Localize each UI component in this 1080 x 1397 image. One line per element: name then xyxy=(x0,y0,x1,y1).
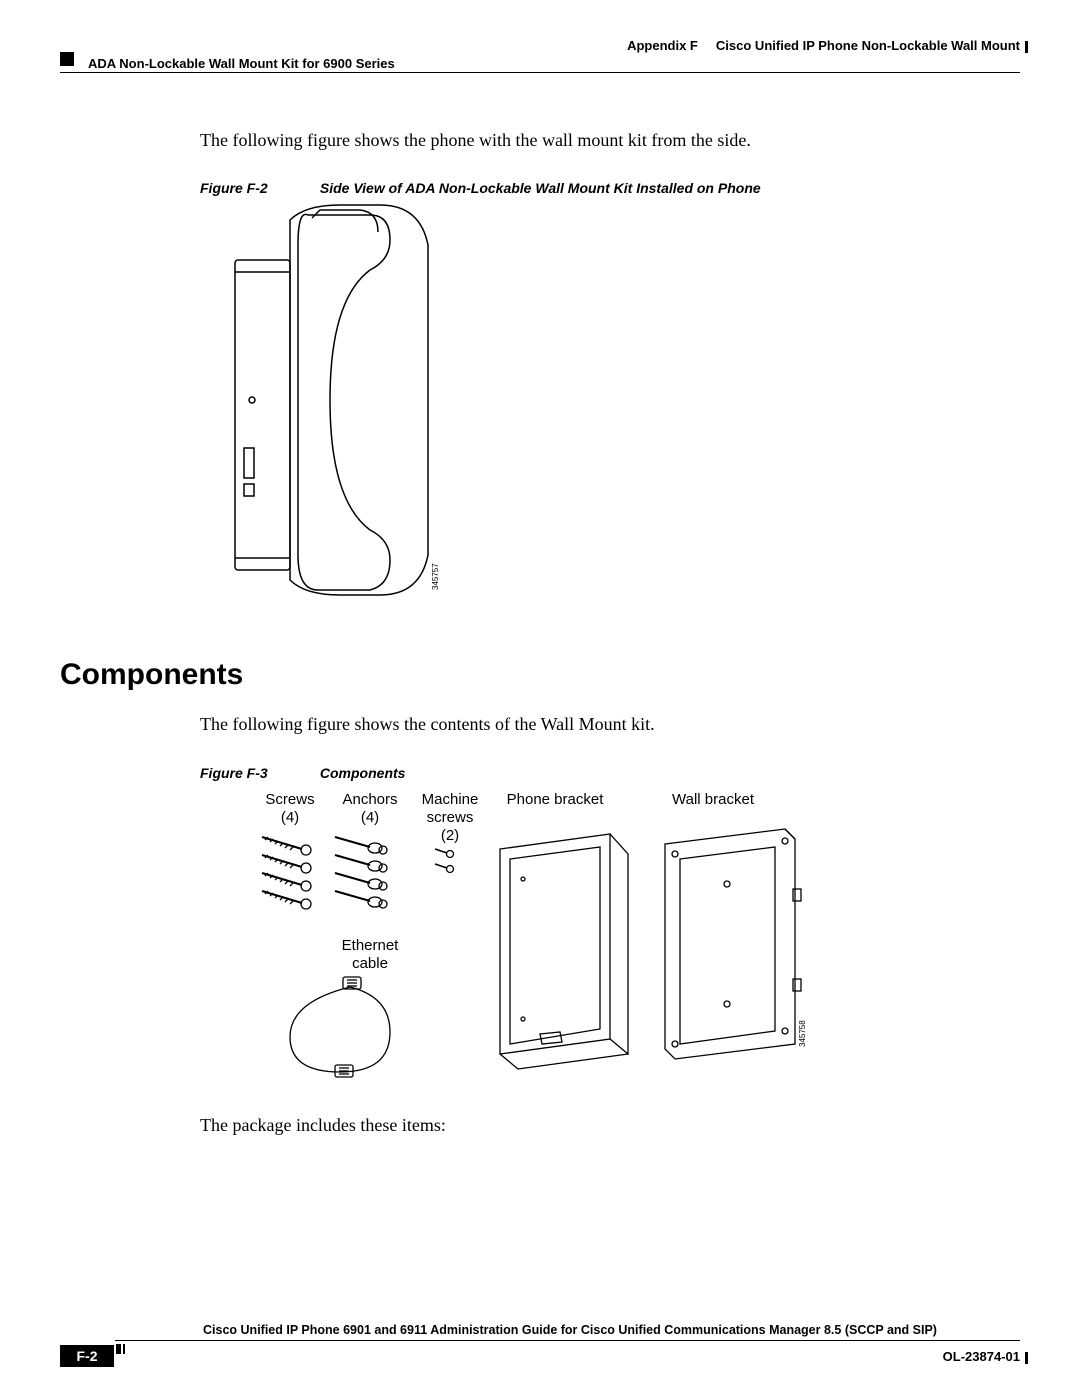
footer-manual-title: Cisco Unified IP Phone 6901 and 6911 Adm… xyxy=(120,1323,1020,1337)
header-end-marker-icon xyxy=(1025,41,1028,53)
footer-rule xyxy=(115,1340,1020,1341)
figure-3-drawing: Screws (4) Anchors (4) Machine screws (2… xyxy=(200,789,820,1089)
page-number: F-2 xyxy=(60,1345,114,1367)
components-heading: Components xyxy=(60,658,1020,692)
wall-bracket-icon xyxy=(665,829,801,1059)
machine-screws-icon xyxy=(435,849,454,873)
figure-3-title: Components xyxy=(320,765,406,781)
figure-2-title: Side View of ADA Non-Lockable Wall Mount… xyxy=(320,180,761,196)
phone-bracket-icon xyxy=(500,834,628,1069)
footer-tick-icon xyxy=(123,1344,125,1354)
figure-2-id: 345757 xyxy=(431,563,440,590)
appendix-title: Cisco Unified IP Phone Non-Lockable Wall… xyxy=(716,38,1020,53)
footer-tick-icon xyxy=(116,1344,121,1354)
figure-2-drawing: 345757 xyxy=(220,200,480,600)
figure-2-number: Figure F-2 xyxy=(200,180,316,196)
page-container: Appendix F Cisco Unified IP Phone Non-Lo… xyxy=(0,0,1080,1397)
figure-3-number: Figure F-3 xyxy=(200,765,316,781)
header-rule xyxy=(60,72,1020,73)
page-header: Appendix F Cisco Unified IP Phone Non-Lo… xyxy=(60,38,1020,74)
package-paragraph: The package includes these items: xyxy=(200,1113,980,1137)
footer-end-marker-icon xyxy=(1025,1352,1028,1364)
ethernet-cable-icon xyxy=(290,977,390,1077)
header-section-title: ADA Non-Lockable Wall Mount Kit for 6900… xyxy=(88,56,395,71)
intro-paragraph: The following figure shows the phone wit… xyxy=(200,128,980,152)
figure-2-caption: Figure F-2 Side View of ADA Non-Lockable… xyxy=(200,180,1020,196)
doc-number: OL-23874-01 xyxy=(943,1349,1020,1364)
header-right: Appendix F Cisco Unified IP Phone Non-Lo… xyxy=(627,38,1020,53)
figure-3-caption: Figure F-3 Components xyxy=(200,765,1020,781)
appendix-label: Appendix F xyxy=(627,38,698,53)
header-marker-icon xyxy=(60,52,74,66)
figure-3-id: 345758 xyxy=(798,1019,807,1046)
anchors-icon xyxy=(335,837,387,908)
components-paragraph: The following figure shows the contents … xyxy=(200,712,980,736)
screws-icon xyxy=(262,837,311,909)
